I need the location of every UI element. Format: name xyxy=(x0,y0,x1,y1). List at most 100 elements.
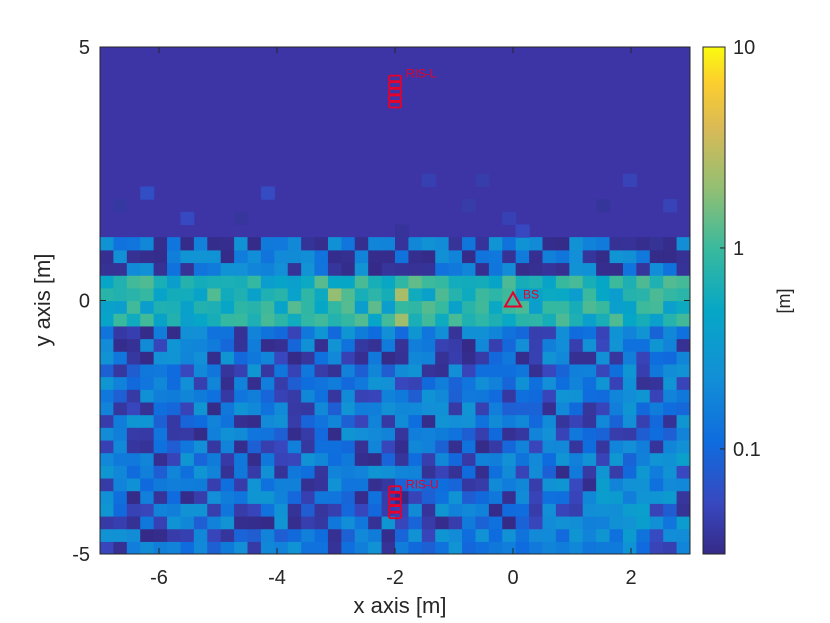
heatmap-cell xyxy=(515,452,530,466)
heatmap-cell xyxy=(395,351,410,365)
heatmap-cell xyxy=(341,414,356,428)
heatmap-cell xyxy=(368,427,383,441)
heatmap-cell xyxy=(287,376,302,390)
heatmap-cell xyxy=(260,389,275,403)
heatmap-cell xyxy=(153,439,168,454)
heatmap-cell xyxy=(287,262,302,276)
heatmap-cell xyxy=(676,313,690,327)
heatmap-cell xyxy=(421,401,436,416)
heatmap-cell xyxy=(569,477,584,492)
heatmap-cell xyxy=(301,439,316,454)
heatmap-cell xyxy=(207,490,222,504)
heatmap-cell xyxy=(408,389,423,403)
heatmap-cell xyxy=(529,325,544,340)
heatmap-cell xyxy=(260,439,275,454)
heatmap-cell xyxy=(153,262,168,276)
heatmap-cell xyxy=(113,401,128,416)
heatmap-cell xyxy=(140,300,155,314)
heatmap-cell xyxy=(153,414,168,428)
heatmap-cell xyxy=(180,313,195,327)
heatmap-cell xyxy=(475,262,490,276)
ris-element xyxy=(388,74,402,83)
heatmap-cell xyxy=(542,515,557,530)
heatmap-cell xyxy=(234,249,249,264)
heatmap-cell xyxy=(448,338,463,352)
heatmap-cell xyxy=(153,237,168,251)
heatmap-cell xyxy=(247,541,262,554)
heatmap-cell xyxy=(582,541,597,554)
heatmap-cell xyxy=(234,275,249,289)
heatmap-cell xyxy=(555,528,570,542)
heatmap-cell xyxy=(529,490,544,504)
heatmap-cell xyxy=(100,427,115,441)
heatmap-cell xyxy=(354,414,369,428)
colorbar-tick-label: 1 xyxy=(733,238,744,260)
heatmap-cell xyxy=(207,401,222,416)
heatmap-cell xyxy=(462,414,477,428)
heatmap-cell xyxy=(502,325,517,340)
heatmap-cell xyxy=(529,237,544,251)
heatmap-cell xyxy=(113,541,128,554)
heatmap-cell xyxy=(582,237,597,251)
heatmap-cell xyxy=(153,465,168,479)
heatmap-cell xyxy=(596,490,611,504)
heatmap-cell xyxy=(167,528,182,542)
heatmap-cell xyxy=(260,325,275,340)
heatmap-cell xyxy=(354,275,369,289)
heatmap-cell xyxy=(555,439,570,454)
heatmap-cell xyxy=(381,439,396,454)
heatmap-cell xyxy=(502,262,517,276)
heatmap-cell xyxy=(247,427,262,441)
heatmap-cell xyxy=(529,515,544,530)
heatmap-cell xyxy=(327,363,342,378)
heatmap-cell xyxy=(488,503,503,517)
heatmap-cell xyxy=(555,249,570,264)
heatmap-cell xyxy=(193,313,208,327)
heatmap-cell xyxy=(327,300,342,314)
heatmap-cell xyxy=(542,414,557,428)
heatmap-cell xyxy=(140,376,155,390)
heatmap-cell xyxy=(381,414,396,428)
heatmap-cell xyxy=(676,477,690,492)
heatmap-cell xyxy=(274,389,289,403)
x-tick-label: -6 xyxy=(150,567,168,589)
heatmap-cell xyxy=(113,313,128,327)
heatmap-cell xyxy=(354,325,369,340)
colorbar-ticks: 0.1 1 10 xyxy=(720,37,761,461)
heatmap-cell xyxy=(260,414,275,428)
heatmap-cell xyxy=(381,363,396,378)
heatmap-cell xyxy=(327,477,342,492)
heatmap-cell xyxy=(113,287,128,302)
heatmap-cell xyxy=(140,275,155,289)
heatmap-cell xyxy=(582,338,597,352)
heatmap-cell xyxy=(140,262,155,276)
heatmap-cell xyxy=(100,528,115,542)
heatmap-cell xyxy=(542,275,557,289)
heatmap-cell xyxy=(113,503,128,517)
heatmap-cell xyxy=(126,262,141,276)
heatmap-cell xyxy=(100,363,115,378)
heatmap-cell xyxy=(529,389,544,403)
heatmap-cell xyxy=(247,477,262,492)
heatmap-cell xyxy=(260,477,275,492)
heatmap-cell xyxy=(193,465,208,479)
heatmap-cell xyxy=(421,427,436,441)
heatmap-cell xyxy=(140,313,155,327)
heatmap-cell xyxy=(113,452,128,466)
heatmap-cell xyxy=(502,439,517,454)
heatmap-cell xyxy=(622,325,637,340)
heatmap-cell xyxy=(247,490,262,504)
heatmap-cell xyxy=(408,249,423,264)
heatmap-cell xyxy=(663,287,678,302)
heatmap-cell xyxy=(167,376,182,390)
heatmap-cell xyxy=(354,389,369,403)
heatmap-cell xyxy=(395,528,410,542)
heatmap-cell xyxy=(234,211,249,226)
heatmap-cell xyxy=(542,351,557,365)
heatmap-cell xyxy=(569,287,584,302)
heatmap-cell xyxy=(301,338,316,352)
heatmap-cell xyxy=(502,237,517,251)
heatmap-cell xyxy=(260,465,275,479)
heatmap-cell xyxy=(529,363,544,378)
heatmap-cell xyxy=(207,541,222,554)
